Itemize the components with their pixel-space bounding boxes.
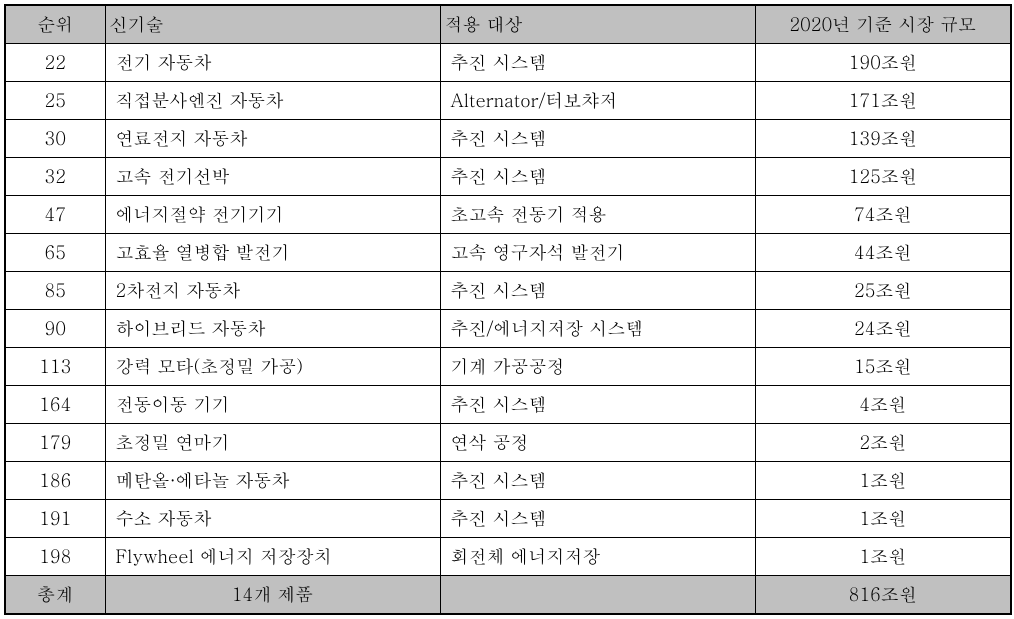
cell-tech: 에너지절약 전기기기 — [105, 196, 440, 234]
table-row: 22전기 자동차추진 시스템190조원 — [5, 44, 1011, 82]
cell-market: 74조원 — [755, 196, 1011, 234]
cell-target: 추진 시스템 — [440, 158, 755, 196]
technology-table: 순위 신기술 적용 대상 2020년 기준 시장 규모 22전기 자동차추진 시… — [4, 4, 1012, 615]
cell-rank: 25 — [5, 82, 105, 120]
cell-tech: Flywheel 에너지 저장장치 — [105, 538, 440, 576]
table-row: 32고속 전기선박추진 시스템125조원 — [5, 158, 1011, 196]
table-row: 852차전지 자동차추진 시스템25조원 — [5, 272, 1011, 310]
total-cell-tech: 14개 제품 — [105, 576, 440, 615]
cell-target: 추진 시스템 — [440, 120, 755, 158]
cell-rank: 65 — [5, 234, 105, 272]
cell-rank: 47 — [5, 196, 105, 234]
cell-tech: 고효율 열병합 발전기 — [105, 234, 440, 272]
cell-market: 2조원 — [755, 424, 1011, 462]
cell-rank: 32 — [5, 158, 105, 196]
table-row: 191수소 자동차추진 시스템1조원 — [5, 500, 1011, 538]
cell-rank: 113 — [5, 348, 105, 386]
cell-tech: 수소 자동차 — [105, 500, 440, 538]
cell-market: 25조원 — [755, 272, 1011, 310]
table-row: 65고효율 열병합 발전기고속 영구자석 발전기44조원 — [5, 234, 1011, 272]
cell-market: 139조원 — [755, 120, 1011, 158]
table-row: 30연료전지 자동차추진 시스템139조원 — [5, 120, 1011, 158]
cell-tech: 연료전지 자동차 — [105, 120, 440, 158]
cell-tech: 메탄올·에타놀 자동차 — [105, 462, 440, 500]
cell-target: 연삭 공정 — [440, 424, 755, 462]
cell-rank: 22 — [5, 44, 105, 82]
table-row: 47에너지절약 전기기기초고속 전동기 적용74조원 — [5, 196, 1011, 234]
cell-rank: 198 — [5, 538, 105, 576]
cell-market: 24조원 — [755, 310, 1011, 348]
table-row: 179초정밀 연마기연삭 공정2조원 — [5, 424, 1011, 462]
cell-market: 15조원 — [755, 348, 1011, 386]
header-tech: 신기술 — [105, 5, 440, 44]
cell-target: 추진 시스템 — [440, 386, 755, 424]
cell-tech: 2차전지 자동차 — [105, 272, 440, 310]
cell-rank: 186 — [5, 462, 105, 500]
table-row: 25직접분사엔진 자동차Alternator/터보챠저171조원 — [5, 82, 1011, 120]
cell-tech: 고속 전기선박 — [105, 158, 440, 196]
table-body: 22전기 자동차추진 시스템190조원25직접분사엔진 자동차Alternato… — [5, 44, 1011, 615]
table-row: 164전동이동 기기추진 시스템4조원 — [5, 386, 1011, 424]
cell-market: 125조원 — [755, 158, 1011, 196]
cell-market: 44조원 — [755, 234, 1011, 272]
cell-target: 추진 시스템 — [440, 44, 755, 82]
table-row: 198Flywheel 에너지 저장장치회전체 에너지저장1조원 — [5, 538, 1011, 576]
cell-market: 4조원 — [755, 386, 1011, 424]
cell-target: 추진/에너지저장 시스템 — [440, 310, 755, 348]
cell-target: Alternator/터보챠저 — [440, 82, 755, 120]
cell-tech: 전기 자동차 — [105, 44, 440, 82]
total-cell-market: 816조원 — [755, 576, 1011, 615]
total-cell-rank: 총계 — [5, 576, 105, 615]
cell-tech: 전동이동 기기 — [105, 386, 440, 424]
cell-target: 고속 영구자석 발전기 — [440, 234, 755, 272]
header-market: 2020년 기준 시장 규모 — [755, 5, 1011, 44]
cell-tech: 강력 모타(초정밀 가공) — [105, 348, 440, 386]
cell-target: 추진 시스템 — [440, 500, 755, 538]
cell-target: 회전체 에너지저장 — [440, 538, 755, 576]
cell-market: 1조원 — [755, 500, 1011, 538]
cell-rank: 164 — [5, 386, 105, 424]
cell-rank: 85 — [5, 272, 105, 310]
table-row: 186메탄올·에타놀 자동차추진 시스템1조원 — [5, 462, 1011, 500]
cell-market: 190조원 — [755, 44, 1011, 82]
cell-target: 추진 시스템 — [440, 272, 755, 310]
total-row: 총계14개 제품 816조원 — [5, 576, 1011, 615]
cell-target: 추진 시스템 — [440, 462, 755, 500]
cell-rank: 179 — [5, 424, 105, 462]
cell-market: 171조원 — [755, 82, 1011, 120]
cell-rank: 191 — [5, 500, 105, 538]
table-row: 113강력 모타(초정밀 가공)기계 가공공정15조원 — [5, 348, 1011, 386]
cell-target: 초고속 전동기 적용 — [440, 196, 755, 234]
cell-tech: 초정밀 연마기 — [105, 424, 440, 462]
table-header: 순위 신기술 적용 대상 2020년 기준 시장 규모 — [5, 5, 1011, 44]
cell-rank: 90 — [5, 310, 105, 348]
cell-target: 기계 가공공정 — [440, 348, 755, 386]
table-row: 90하이브리드 자동차추진/에너지저장 시스템24조원 — [5, 310, 1011, 348]
total-cell-target — [440, 576, 755, 615]
cell-tech: 직접분사엔진 자동차 — [105, 82, 440, 120]
header-rank: 순위 — [5, 5, 105, 44]
cell-tech: 하이브리드 자동차 — [105, 310, 440, 348]
cell-market: 1조원 — [755, 462, 1011, 500]
header-target: 적용 대상 — [440, 5, 755, 44]
cell-rank: 30 — [5, 120, 105, 158]
header-row: 순위 신기술 적용 대상 2020년 기준 시장 규모 — [5, 5, 1011, 44]
cell-market: 1조원 — [755, 538, 1011, 576]
